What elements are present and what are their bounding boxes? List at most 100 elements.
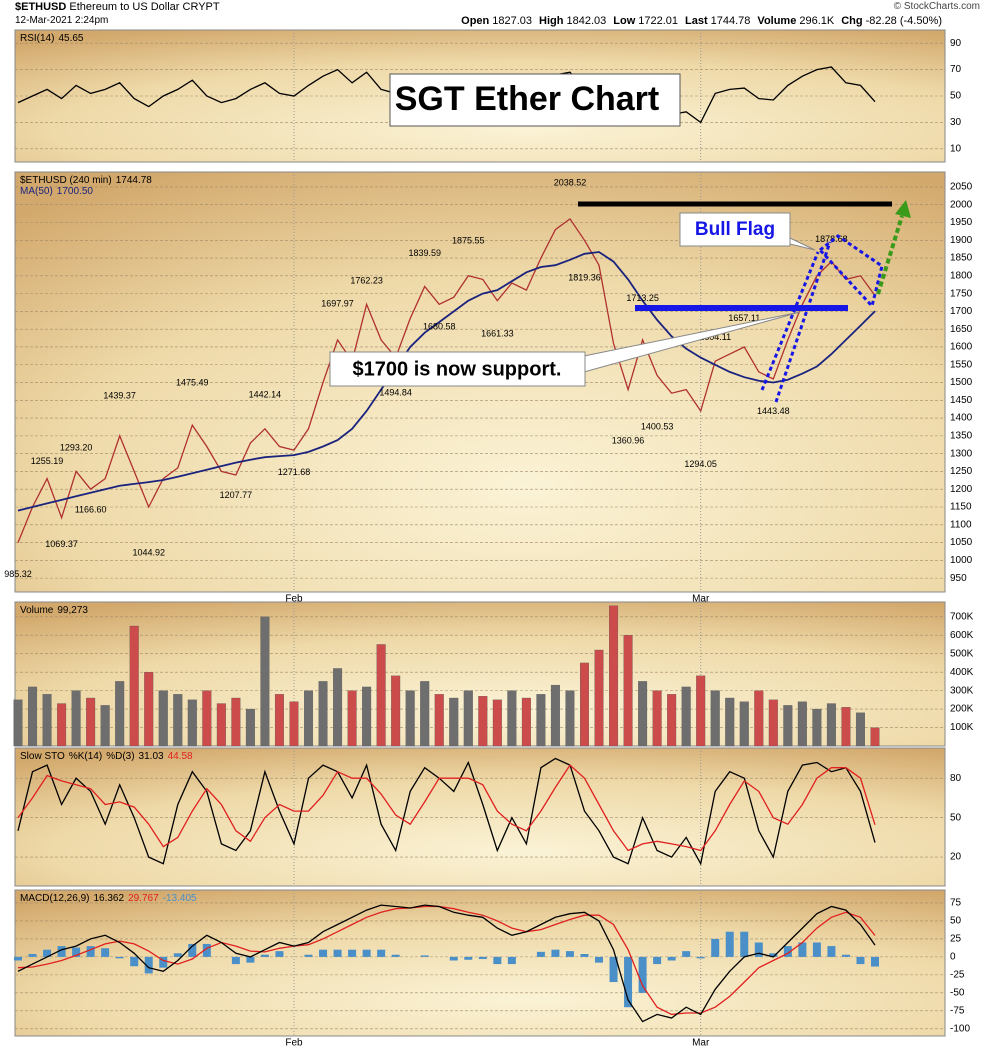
symbol: $ETHUSD [15,1,67,13]
price-label: 1166.60 [75,504,107,514]
histogram-bar [871,956,879,967]
histogram-bar [595,956,604,963]
histogram-bar [159,956,168,968]
volume-bar [362,686,372,747]
histogram-bar [478,956,487,960]
histogram-bar [565,951,574,957]
histogram-bar [580,954,589,957]
series-line [17,764,876,852]
legend-part: 99,273 [57,605,88,616]
price-label: 1069.37 [45,539,78,549]
price-label: 1697.97 [321,299,354,309]
volume-bar [594,649,604,747]
volume-bar [667,694,677,747]
histogram-bar [682,951,691,957]
title-box [389,73,681,127]
histogram-bar [769,953,778,957]
x-tick-label: Mar [692,594,710,605]
series-line [17,904,876,1023]
histogram-bar [14,956,22,961]
flag-pole [760,251,820,391]
volume-bar [725,697,735,747]
volume-bar [86,697,96,747]
volume-bar [187,699,197,747]
field-name: Volume [757,15,797,27]
y-tick-label: 600K [950,630,974,641]
panels: 10 30 50 70 90 RSI(14) 45.65 950 1000 1050 1100 115… [4,29,974,1049]
histogram-bar [696,956,705,959]
volume-bar [681,686,691,747]
legend-part: MACD(12,26,9) [20,893,89,904]
series-line [17,217,876,543]
volume-bar [376,644,386,747]
y-tick-label: 1050 [950,537,973,548]
histogram-bar [827,946,836,957]
field-value: 1722.01 [638,15,679,27]
volume-bar [100,705,110,747]
exchange: CRYPT [182,1,220,13]
legend: RSI(14) 45.65 [20,33,84,44]
x-tick-label: Feb [285,594,303,605]
callout-pointer [789,237,816,251]
y-tick-label: 1400 [950,413,973,424]
histogram-bar [841,954,850,957]
histogram-bar [667,956,676,961]
volume-bar [449,697,459,747]
y-tick-label: 200K [950,704,974,715]
field-value: 1744.78 [710,15,751,27]
field-name: Open [461,15,490,27]
price-label: 1657.11 [728,313,760,323]
field-value: -82.28 [865,15,897,27]
volume-bar [391,675,401,747]
price-label: 1400.53 [641,421,674,431]
y-tick-label: 2050 [950,182,973,193]
histogram-bar [333,949,342,957]
price-label: 1044.92 [132,548,165,558]
histogram-bar [493,956,502,965]
volume-bar [492,699,502,747]
datetime: 12-Mar-2021 2:24pm [15,15,109,26]
legend-part: RSI(14) [20,33,54,44]
histogram-bar [420,955,429,957]
legend-part: %D(3) [106,751,134,762]
volume-bar [304,690,314,747]
histogram-bar [464,956,473,960]
price-label: 985.32 [4,569,32,579]
histogram-bar [202,943,211,957]
legend: MACD(12,26,9) 16.362 29.767 -13.405 [20,893,197,904]
volume-bar [274,694,284,747]
histogram-bar [115,956,124,959]
volume-bar [870,727,880,747]
volume-bar [13,699,23,747]
y-tick-label: 1100 [950,519,972,530]
y-tick-label: 1700 [950,306,973,317]
support-label: $1700 is now support. [353,358,562,380]
y-tick-label: 50 [950,91,962,102]
histogram-bar [725,931,734,957]
y-tick-label: 1750 [950,288,973,299]
price-label: 1442.14 [249,389,282,399]
quote-fields: Open 1827.03 High 1842.03 Low 1722.01 Last 1744… [461,15,942,27]
price-label: 1661.33 [481,329,514,339]
legend-part: -13.405 [163,893,197,904]
y-tick-label: 1500 [950,377,973,388]
volume-bar [797,701,807,747]
histogram-bar [624,956,633,1008]
legend-part: MA(50) [20,186,53,197]
volume-bar [841,707,851,747]
volume-bar [754,690,764,747]
histogram-bar [173,953,182,957]
histogram-bar [130,956,139,967]
y-tick-label: 1000 [950,555,973,566]
price-label: 1207.77 [220,490,253,500]
y-tick-label: 1200 [950,484,973,495]
y-tick-label: 80 [950,773,962,784]
volume-bar [420,681,430,747]
support-box [329,351,586,387]
x-tick-label: Feb [285,1038,303,1049]
volume-bar [507,690,517,747]
y-tick-label: 70 [950,64,962,75]
bull-flag-box [679,212,791,247]
volume-bar [405,690,415,747]
y-tick-label: 1650 [950,324,973,335]
